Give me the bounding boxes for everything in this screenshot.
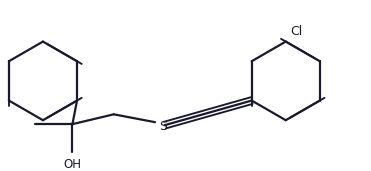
Text: Cl: Cl [291, 25, 303, 38]
Text: OH: OH [63, 157, 82, 170]
Text: S: S [159, 120, 167, 133]
